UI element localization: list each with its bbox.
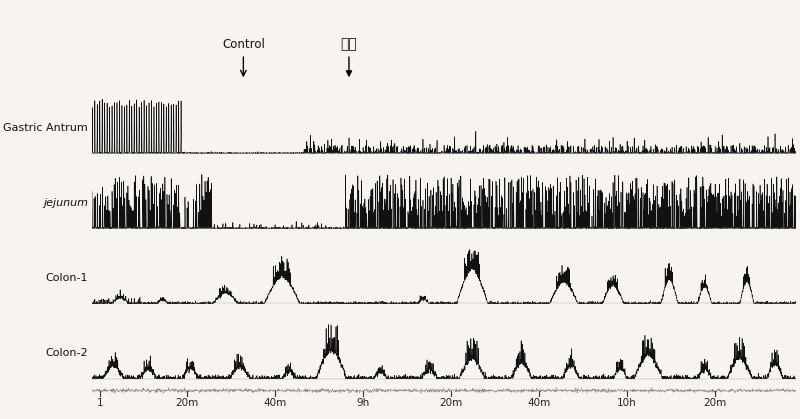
Text: Colon-1: Colon-1 xyxy=(46,273,88,283)
Text: 20m: 20m xyxy=(703,398,726,408)
Text: 20m: 20m xyxy=(175,398,198,408)
Text: Gastric Antrum: Gastric Antrum xyxy=(3,123,88,133)
Text: 1: 1 xyxy=(97,398,104,408)
Text: 10h: 10h xyxy=(617,398,637,408)
Text: 40m: 40m xyxy=(527,398,550,408)
Text: jejunum: jejunum xyxy=(42,198,88,208)
Text: 9h: 9h xyxy=(357,398,370,408)
Text: 摞食: 摞食 xyxy=(341,37,358,51)
Text: 20m: 20m xyxy=(439,398,462,408)
Text: Colon-2: Colon-2 xyxy=(45,348,88,358)
Text: Control: Control xyxy=(222,38,265,51)
Text: 40m: 40m xyxy=(263,398,286,408)
